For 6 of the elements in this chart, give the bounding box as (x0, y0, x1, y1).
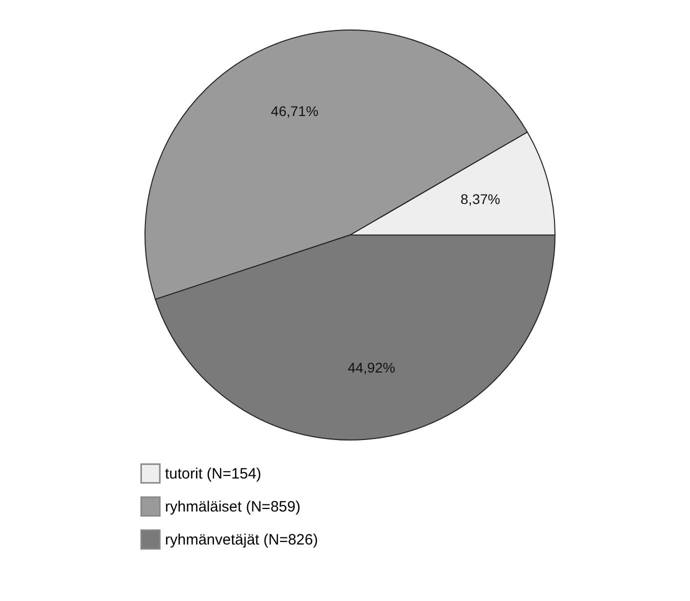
data-label: 44,92% (348, 359, 396, 376)
legend-label: tutorit (N=154) (165, 466, 262, 482)
data-label: 8,37% (460, 190, 500, 207)
data-label: 46,71% (270, 102, 318, 119)
legend-label: ryhmänvetäjät (N=826) (165, 532, 318, 548)
legend-label: ryhmäläiset (N=859) (165, 498, 300, 516)
